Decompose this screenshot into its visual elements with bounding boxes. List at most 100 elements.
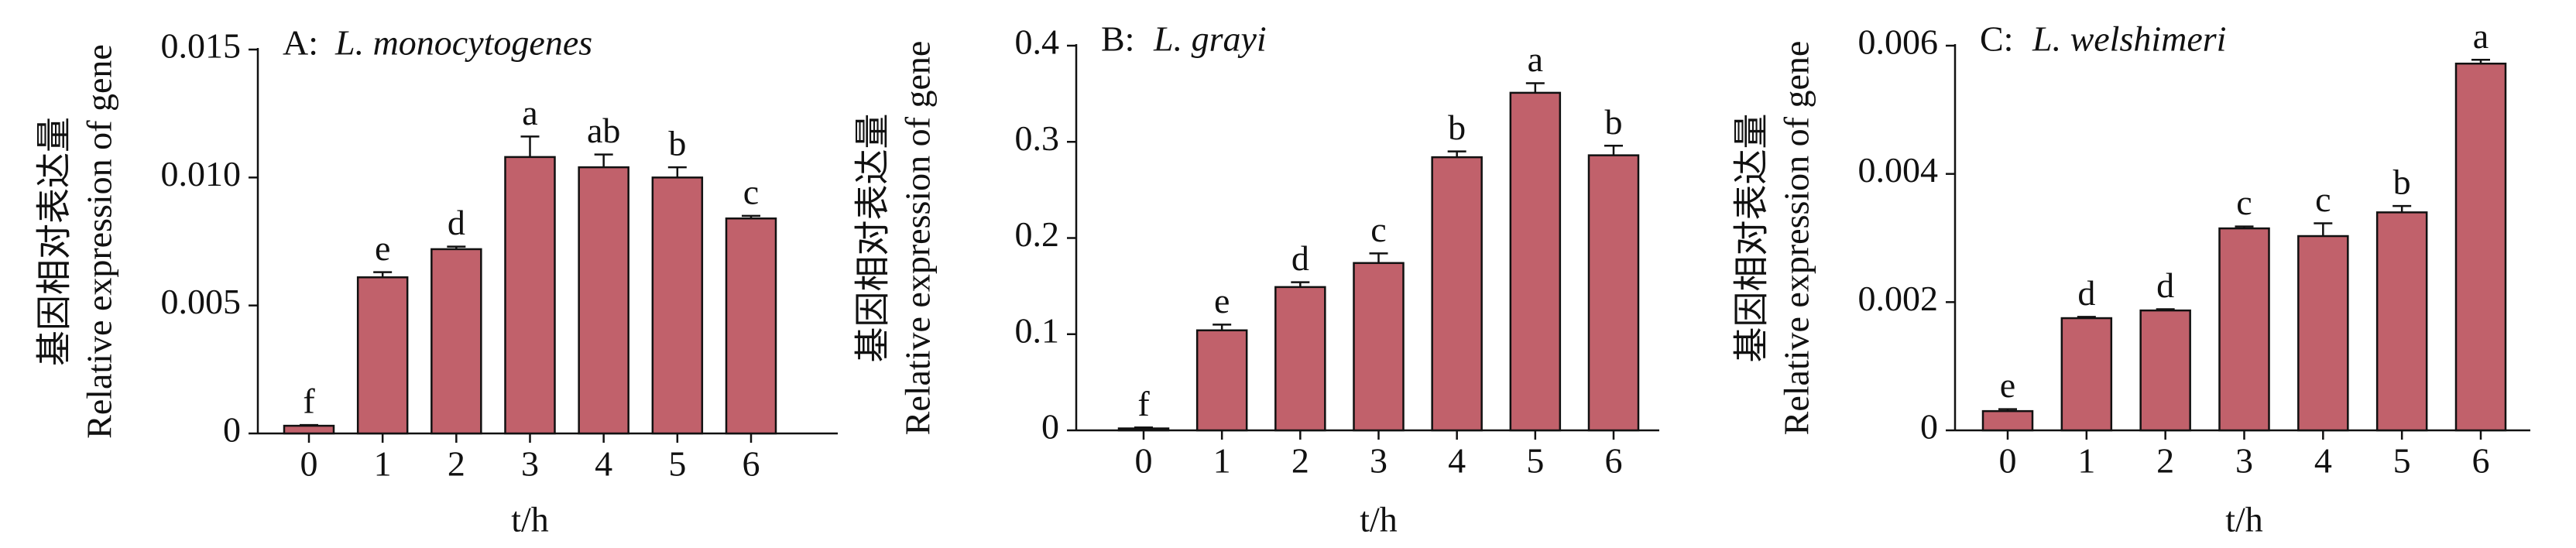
y-tick-label: 0.1 [1015, 310, 1060, 350]
error-bar [520, 135, 540, 157]
y-tick-label: 0.3 [1015, 118, 1060, 158]
chart-title: L. welshimeri [2032, 19, 2226, 59]
significance-letter: d [448, 203, 465, 242]
y-tick-label: 0.002 [1858, 279, 1939, 318]
y-tick-label: 0.004 [1858, 150, 1939, 190]
bar [2139, 309, 2191, 432]
bar [283, 424, 335, 435]
y-axis-label: Relative expression of gene [80, 44, 119, 439]
significance-letter: d [1291, 238, 1309, 278]
bar [2060, 317, 2113, 432]
y-tick-label: 0.005 [161, 282, 242, 321]
error-bar [1369, 252, 1388, 263]
y-tick-label: 0 [1920, 407, 1938, 447]
bar [430, 248, 482, 435]
x-tick-label: 2 [2156, 441, 2174, 481]
x-tick-label: 3 [1370, 441, 1387, 481]
bar [1509, 91, 1562, 432]
y-tick-label: 0 [223, 410, 241, 450]
significance-letter: c [2315, 180, 2331, 219]
x-tick-label: 5 [2393, 441, 2411, 481]
bar [504, 156, 556, 435]
panel-label: A: [283, 23, 318, 63]
x-tick-label: 4 [2314, 441, 2332, 481]
significance-letter: a [2473, 16, 2489, 56]
x-tick-label: 2 [1291, 441, 1309, 481]
x-axis-label: t/h [1360, 500, 1398, 539]
significance-letter: f [303, 382, 315, 421]
error-bar [373, 271, 393, 278]
error-bar [447, 245, 466, 249]
y-axis-label: 基因相对表达量 [853, 114, 893, 363]
bar [1981, 409, 2034, 432]
panel-label: B: [1101, 19, 1134, 59]
y-tick-label: 0.015 [161, 26, 242, 66]
error-bar [1998, 408, 2017, 412]
error-bar [2471, 58, 2490, 64]
x-axis-label: t/h [511, 500, 549, 539]
x-tick-label: 0 [300, 444, 318, 484]
error-bar [667, 166, 687, 178]
y-axis-label: 基因相对表达量 [35, 117, 74, 366]
error-bar [2156, 308, 2175, 311]
x-tick-label: 3 [2235, 441, 2253, 481]
bar [578, 166, 629, 435]
error-bar [594, 153, 613, 168]
chart-title: L. monocytogenes [334, 23, 592, 63]
error-bar [1604, 144, 1623, 156]
significance-letter: f [1137, 384, 1150, 423]
y-axis-label: Relative expression of gene [898, 41, 938, 436]
x-tick-label: 3 [521, 444, 539, 484]
panel-label: C: [1980, 19, 2013, 59]
bar [1274, 286, 1326, 432]
x-tick-label: 1 [1213, 441, 1231, 481]
error-bar [742, 214, 760, 219]
y-tick-label: 0.4 [1015, 22, 1060, 62]
x-tick-label: 6 [743, 444, 760, 484]
error-bar [1291, 281, 1310, 287]
significance-letter: a [522, 93, 537, 132]
bar [1431, 156, 1483, 432]
x-tick-label: 4 [1448, 441, 1466, 481]
x-tick-label: 5 [1526, 441, 1544, 481]
y-tick-label: 0.2 [1015, 214, 1060, 254]
significance-letter: e [375, 228, 390, 268]
bar [1195, 329, 1248, 432]
significance-letter: c [1370, 210, 1386, 249]
error-bar [2077, 316, 2096, 319]
x-tick-label: 5 [668, 444, 686, 484]
error-bar [300, 423, 318, 426]
bar [1587, 154, 1640, 432]
error-bar [1134, 426, 1153, 429]
bar [725, 217, 777, 435]
bar [651, 176, 704, 435]
error-bar [1447, 150, 1466, 158]
bar [2297, 235, 2349, 432]
x-tick-label: 6 [2472, 441, 2490, 481]
x-tick-label: 2 [448, 444, 465, 484]
x-tick-label: 1 [2077, 441, 2095, 481]
y-tick-label: 0.010 [161, 154, 242, 194]
y-tick-label: 0.006 [1858, 22, 1939, 62]
y-tick-label: 0 [1041, 407, 1059, 447]
chart-title: L. grayi [1153, 19, 1267, 59]
significance-letter: b [1448, 108, 1466, 147]
bar [2218, 227, 2270, 432]
significance-letter: c [743, 172, 759, 211]
x-tick-label: 0 [1135, 441, 1153, 481]
error-bar [1525, 82, 1545, 93]
bar [356, 276, 409, 435]
bar [1353, 262, 1405, 432]
significance-letter: b [2393, 163, 2411, 202]
significance-letter: b [1605, 102, 1623, 142]
x-tick-label: 4 [595, 444, 612, 484]
significance-letter: c [2236, 183, 2252, 222]
y-axis-label: Relative expression of gene [1777, 41, 1816, 436]
x-tick-label: 0 [1999, 441, 2017, 481]
error-bar [2314, 222, 2333, 237]
error-bar [1213, 324, 1232, 331]
significance-letter: d [2077, 273, 2095, 313]
x-tick-label: 6 [1605, 441, 1623, 481]
bar [1117, 427, 1170, 432]
